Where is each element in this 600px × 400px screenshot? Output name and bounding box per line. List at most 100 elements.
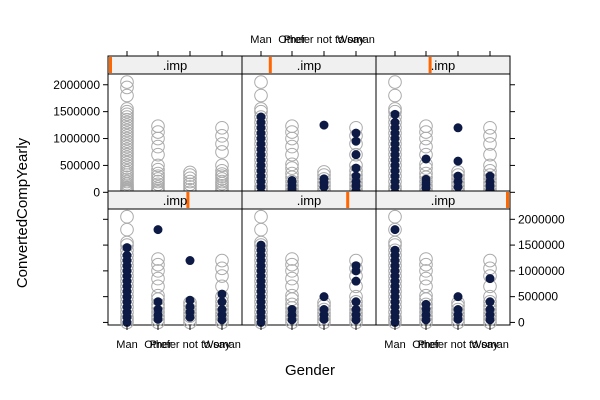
panel-strip-label: .imp bbox=[297, 58, 322, 73]
imputed-point bbox=[319, 292, 329, 302]
imputed-point bbox=[485, 171, 495, 181]
panel: .imp bbox=[107, 55, 243, 200]
imputed-point bbox=[351, 128, 361, 138]
observed-point bbox=[120, 120, 134, 135]
observed-point bbox=[120, 222, 134, 237]
y-tick-label: 0 bbox=[518, 315, 525, 329]
observed-point bbox=[120, 137, 134, 151]
strip-level-indicator bbox=[109, 57, 112, 73]
observed-point bbox=[254, 209, 268, 224]
panel: .imp bbox=[375, 190, 511, 330]
imputed-point bbox=[256, 112, 266, 122]
imputed-point bbox=[421, 154, 431, 164]
observed-point bbox=[120, 153, 134, 167]
observed-point bbox=[151, 139, 165, 154]
observed-point bbox=[120, 155, 134, 170]
observed-point bbox=[419, 125, 433, 139]
observed-point bbox=[183, 174, 197, 189]
panel-strip-label: .imp bbox=[431, 58, 456, 73]
observed-point bbox=[151, 125, 165, 139]
x-tick-label: Prefer not to say bbox=[150, 339, 231, 351]
panel-strip-label: .imp bbox=[431, 193, 456, 208]
x-tick-label: Prefer not to say bbox=[284, 34, 365, 46]
imputed-point bbox=[485, 274, 495, 284]
observed-point bbox=[151, 257, 165, 272]
observed-point bbox=[120, 112, 134, 127]
observed-point bbox=[419, 139, 433, 154]
observed-point bbox=[483, 253, 497, 268]
y-tick-label: 2000000 bbox=[518, 212, 565, 226]
observed-point bbox=[151, 119, 165, 133]
observed-point bbox=[215, 167, 229, 181]
imputed-point bbox=[217, 305, 227, 315]
observed-point bbox=[120, 134, 134, 149]
imputed-point bbox=[453, 123, 463, 133]
y-tick-label: 1000000 bbox=[53, 132, 100, 146]
y-tick-label: 1000000 bbox=[518, 264, 565, 278]
x-axis-label: Gender bbox=[285, 362, 335, 379]
observed-point bbox=[285, 271, 299, 286]
y-tick-label: 2000000 bbox=[53, 78, 100, 92]
y-axis-label: ConvertedCompYearly bbox=[14, 137, 31, 288]
strip-level-indicator bbox=[428, 57, 432, 73]
imputed-point bbox=[351, 261, 361, 271]
observed-point bbox=[120, 150, 134, 165]
imputed-point bbox=[485, 305, 495, 315]
strip-level-indicator bbox=[346, 192, 350, 208]
observed-point bbox=[151, 279, 165, 294]
imputed-point bbox=[217, 297, 227, 307]
observed-point bbox=[388, 209, 402, 224]
x-tick-label: Woman bbox=[471, 339, 509, 351]
observed-point bbox=[183, 168, 197, 182]
panel-strip-label: .imp bbox=[163, 193, 188, 208]
observed-point bbox=[419, 119, 433, 133]
observed-point bbox=[151, 158, 165, 173]
observed-point bbox=[215, 172, 229, 186]
imputed-point bbox=[421, 299, 431, 309]
observed-point bbox=[151, 162, 165, 177]
observed-point bbox=[151, 172, 165, 186]
y-tick-label: 500000 bbox=[60, 158, 100, 172]
observed-point bbox=[120, 161, 134, 175]
observed-point bbox=[120, 209, 134, 224]
observed-point bbox=[120, 126, 134, 140]
observed-point bbox=[483, 129, 497, 143]
observed-point bbox=[120, 129, 134, 143]
x-tick-label: Woman bbox=[203, 339, 241, 351]
x-tick-label: Prefer not to say bbox=[418, 339, 499, 351]
observed-point bbox=[254, 75, 268, 89]
observed-point bbox=[120, 110, 134, 124]
imputed-point bbox=[185, 295, 195, 305]
observed-point bbox=[215, 164, 229, 178]
observed-point bbox=[215, 145, 229, 159]
imputed-point bbox=[390, 225, 400, 235]
imputed-point bbox=[351, 150, 361, 160]
observed-point bbox=[285, 119, 299, 133]
strip-level-indicator bbox=[268, 57, 272, 73]
observed-point bbox=[285, 161, 299, 175]
observed-point bbox=[285, 264, 299, 278]
observed-point bbox=[419, 257, 433, 272]
observed-point bbox=[120, 115, 134, 130]
y-tick-label: 1500000 bbox=[518, 238, 565, 252]
observed-point bbox=[183, 171, 197, 186]
observed-point bbox=[120, 142, 134, 157]
observed-point bbox=[120, 107, 134, 122]
observed-point bbox=[215, 253, 229, 268]
panel: .imp bbox=[107, 190, 243, 330]
imputed-point bbox=[453, 156, 463, 166]
x-tick-label: Other bbox=[412, 339, 440, 351]
observed-point bbox=[183, 165, 197, 180]
y-tick-label: 0 bbox=[93, 185, 100, 199]
observed-point bbox=[285, 147, 299, 162]
observed-point bbox=[120, 123, 134, 138]
observed-point bbox=[120, 118, 134, 132]
imputed-point bbox=[256, 240, 266, 250]
observed-point bbox=[285, 157, 299, 172]
observed-point bbox=[120, 102, 134, 116]
imputed-point bbox=[351, 163, 361, 173]
panel: .imp bbox=[375, 55, 511, 200]
axes-layer: 0 500000 1000000 1500000 2000000 0 500000 10000… bbox=[53, 34, 565, 351]
observed-point bbox=[483, 137, 497, 151]
